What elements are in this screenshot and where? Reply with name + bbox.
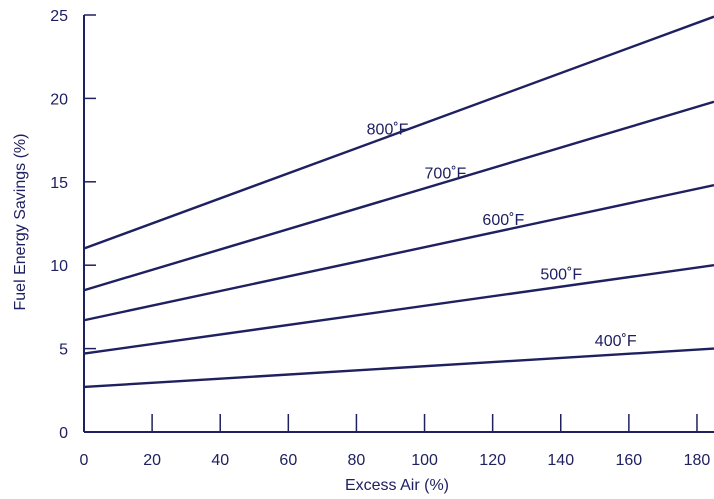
- series-label: 500˚F: [540, 267, 582, 284]
- x-tick-label: 120: [479, 452, 506, 469]
- series-label: 600˚F: [482, 212, 524, 229]
- series-label: 400˚F: [595, 333, 637, 350]
- series-line: [83, 264, 714, 355]
- x-tick-label: 180: [684, 452, 711, 469]
- series-line: [83, 183, 714, 322]
- series-line: [83, 347, 714, 389]
- x-tick-label: 140: [547, 452, 574, 469]
- x-tick-label: 60: [279, 452, 297, 469]
- x-axis-label: Excess Air (%): [345, 477, 449, 494]
- y-tick-label: 25: [50, 8, 68, 25]
- plot-area: [83, 15, 714, 433]
- axis-ticks: 0 20 40 60 80 100 120 140 160 180 0 5 10 15 20 25: [50, 8, 710, 469]
- y-axis-label: Fuel Energy Savings (%): [12, 134, 29, 311]
- series-group: 400˚F 500˚F 600˚F 700˚F 800˚F: [83, 15, 714, 389]
- x-tick-label: 80: [348, 452, 366, 469]
- x-tick-label: 0: [80, 452, 89, 469]
- y-tick-label: 5: [59, 342, 68, 359]
- y-tick-label: 10: [50, 258, 68, 275]
- series-line: [83, 15, 714, 250]
- series-label: 800˚F: [367, 121, 409, 138]
- x-tick-label: 100: [411, 452, 438, 469]
- y-tick-label: 20: [50, 91, 68, 108]
- series-line: [83, 100, 714, 292]
- x-tick-label: 160: [616, 452, 643, 469]
- series-label: 700˚F: [425, 165, 467, 182]
- y-tick-label: 0: [59, 425, 68, 442]
- x-tick-label: 40: [211, 452, 229, 469]
- y-tick-label: 15: [50, 175, 68, 192]
- x-tick-label: 20: [143, 452, 161, 469]
